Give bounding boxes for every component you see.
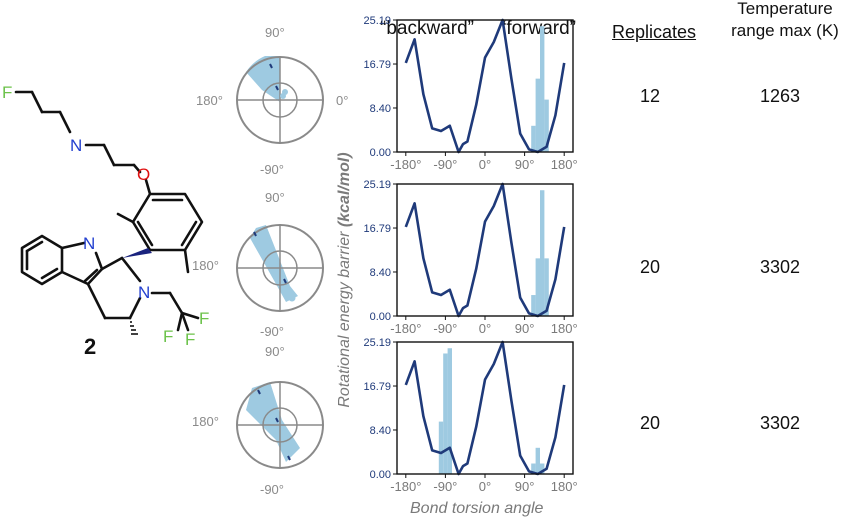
- header-temperature-line2: range max (K): [731, 21, 839, 40]
- polar-label-top: 90°: [265, 25, 285, 40]
- histogram-bar: [531, 295, 536, 316]
- polar-label-left: 180°: [192, 258, 219, 273]
- y-tick-label: 8.40: [370, 425, 391, 437]
- histogram-bar: [544, 258, 549, 316]
- x-tick-label: -180°: [390, 479, 421, 494]
- x-tick-label: 180°: [551, 479, 578, 494]
- atom-nitrogen-indole: N: [83, 234, 95, 253]
- header-temperature: Temperature range max (K): [718, 0, 850, 42]
- atom-nitrogen-ring: N: [138, 283, 150, 302]
- x-axis-label: Bond torsion angle: [410, 500, 544, 517]
- replicates-row-3: 20: [639, 413, 661, 433]
- compound-label: 2: [84, 334, 97, 359]
- header-temperature-line1: Temperature: [737, 0, 833, 18]
- x-tick-label: 90°: [515, 157, 535, 172]
- energy-profile-line: [404, 340, 566, 476]
- x-tick-label: -180°: [390, 157, 421, 172]
- energy-chart-1: 0.00 8.40 16.79 25.19 -180° -90° 0° 90° 180°: [363, 15, 577, 172]
- histogram-bar: [438, 421, 444, 474]
- atom-fluorine-2: F: [199, 309, 209, 328]
- polar-label-left: 180°: [192, 414, 219, 429]
- y-tick-label: 25.19: [363, 179, 391, 191]
- histogram-bar: [540, 190, 545, 316]
- histogram-bar: [535, 447, 540, 474]
- x-tick-label: -90°: [433, 321, 457, 336]
- header-replicates: Replicates: [612, 22, 697, 42]
- y-tick-label: 0.00: [370, 469, 391, 481]
- y-tick-label: 0.00: [370, 311, 391, 323]
- histogram-bar: [443, 353, 448, 474]
- header-forward: “forward”: [500, 18, 577, 39]
- histogram-bar: [544, 99, 549, 152]
- molecule-structure: F N O N N F F F: [2, 83, 209, 349]
- histogram-bar: [535, 78, 540, 152]
- polar-label-bottom: -90°: [260, 162, 284, 177]
- x-tick-label: 180°: [551, 321, 578, 336]
- x-tick-label: -90°: [433, 157, 457, 172]
- x-tick-label: 180°: [551, 157, 578, 172]
- atom-nitrogen-amine: N: [70, 136, 82, 155]
- plot-frame: [396, 341, 574, 475]
- polar-label-top: 90°: [265, 344, 285, 359]
- temperature-row-2: 3302: [759, 257, 801, 277]
- x-tick-label: 0°: [479, 479, 491, 494]
- histogram-bar: [531, 463, 536, 474]
- header-backward: “backward”: [380, 18, 474, 39]
- x-tick-label: -90°: [433, 479, 457, 494]
- histogram-bar: [535, 258, 540, 316]
- polar-label-bottom: -90°: [260, 324, 284, 339]
- polar-label-top: 90°: [265, 190, 285, 205]
- y-tick-label: 16.79: [363, 59, 391, 71]
- temperature-row-1: 1263: [759, 86, 801, 106]
- atom-oxygen: O: [137, 165, 150, 184]
- temperature-row-3: 3302: [759, 413, 801, 433]
- y-tick-label: 25.19: [363, 337, 391, 349]
- y-tick-label: 16.79: [363, 381, 391, 393]
- x-tick-label: 0°: [479, 157, 491, 172]
- x-tick-label: 90°: [515, 479, 535, 494]
- x-tick-label: 90°: [515, 321, 535, 336]
- polar-plot-2: 90° 180° -90°: [190, 188, 360, 339]
- replicates-row-1: 12: [639, 86, 661, 106]
- polar-plot-1: 90° 180° 0° -90°: [190, 20, 360, 177]
- histogram-bar: [540, 26, 545, 152]
- y-tick-label: 8.40: [370, 103, 391, 115]
- polar-label-right: 0°: [336, 93, 349, 108]
- x-tick-label: 0°: [479, 321, 491, 336]
- polar-label-bottom: -90°: [260, 482, 284, 497]
- energy-chart-2: 0.00 8.40 16.79 25.19 -180° -90° 0° 90° 180°: [363, 179, 577, 336]
- histogram-bar: [447, 348, 452, 474]
- polar-label-left: 180°: [196, 93, 223, 108]
- histogram-bar: [531, 125, 536, 152]
- replicates-row-2: 20: [639, 257, 661, 277]
- energy-chart-3: 0.00 8.40 16.79 25.19 -180° -90° 0° 90° 180°: [363, 337, 577, 494]
- y-tick-label: 16.79: [363, 223, 391, 235]
- atom-fluorine-3: F: [163, 327, 173, 346]
- atom-fluorine-4: F: [185, 330, 195, 349]
- atom-fluorine-1: F: [2, 83, 12, 102]
- polar-plot-3: 90° 180° -90°: [190, 344, 360, 497]
- y-tick-label: 8.40: [370, 267, 391, 279]
- histogram-bar: [540, 463, 545, 474]
- y-tick-label: 25.19: [363, 15, 391, 27]
- x-tick-label: -180°: [390, 321, 421, 336]
- y-tick-label: 0.00: [370, 147, 391, 159]
